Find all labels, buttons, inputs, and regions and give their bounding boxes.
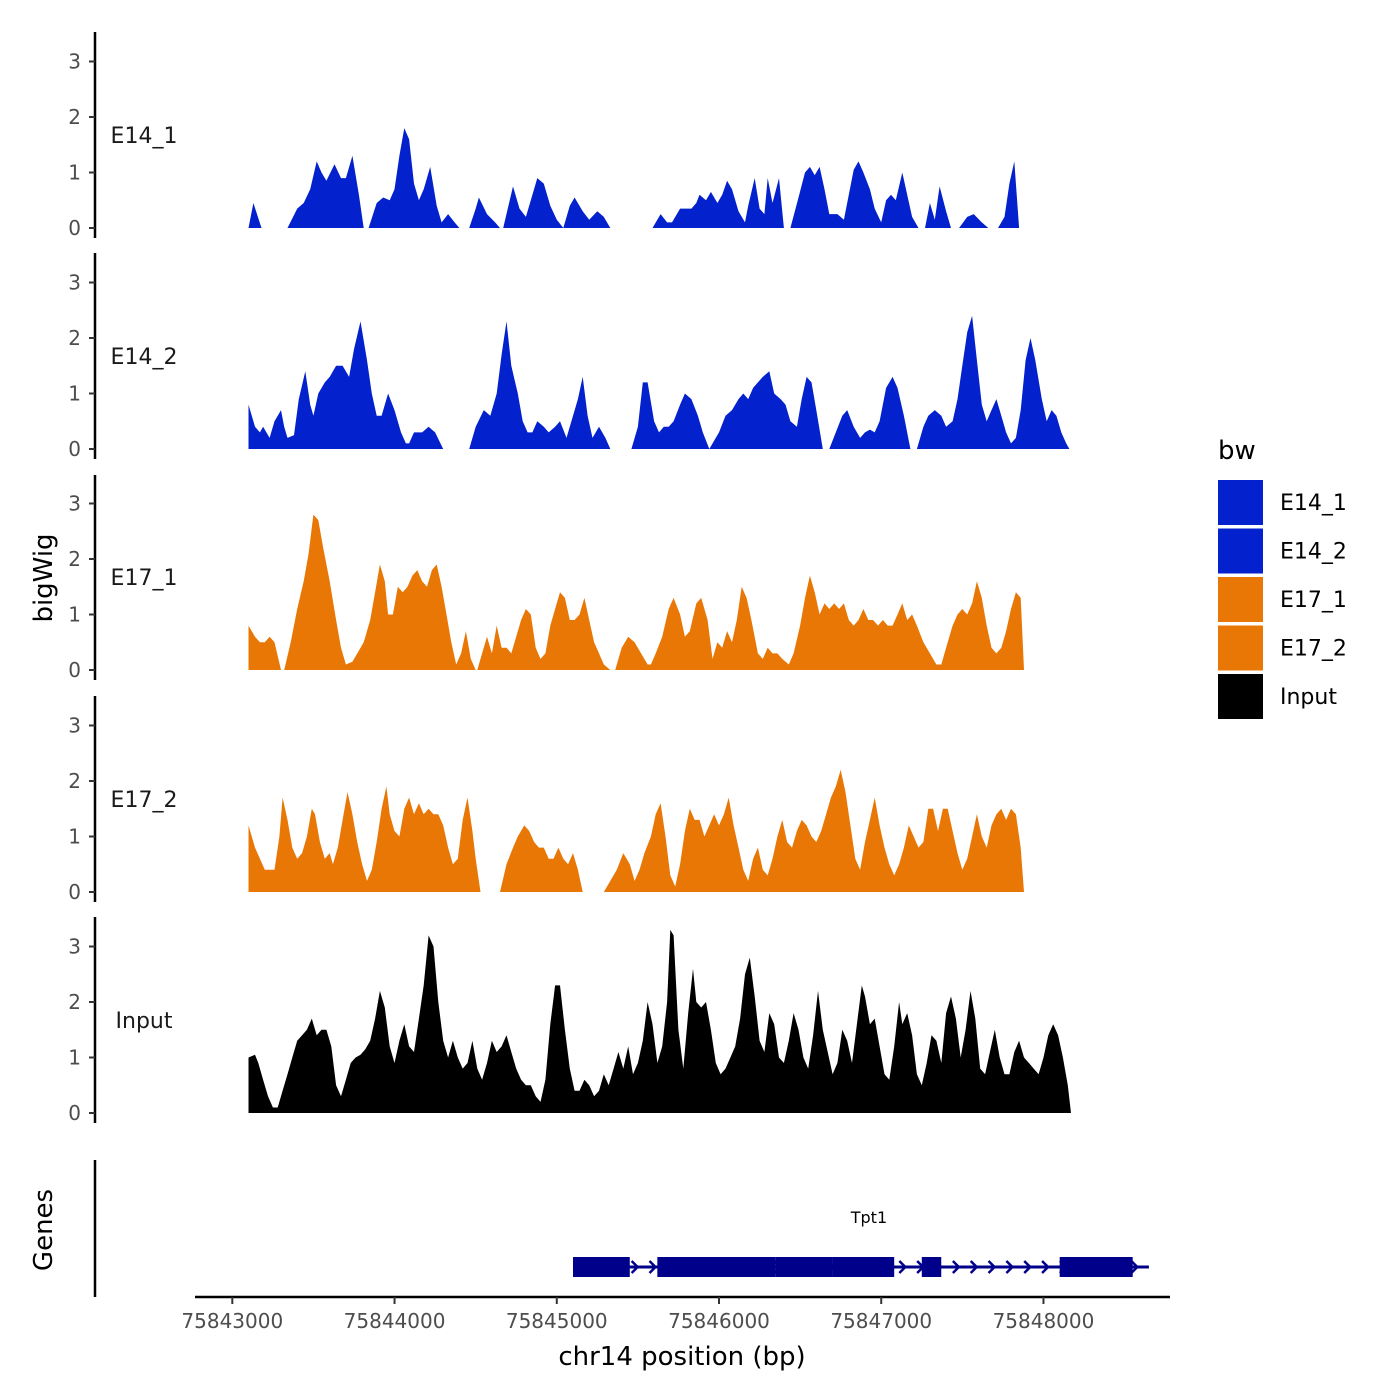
coverage-area [925, 186, 951, 228]
legend-label: E14_1 [1280, 491, 1347, 516]
strand-arrow [1023, 1260, 1033, 1274]
gene-exon [832, 1257, 895, 1277]
gene-exon [775, 1257, 833, 1277]
strand-arrow [898, 1260, 908, 1274]
legend-label: Input [1280, 685, 1337, 710]
track-label: E17_2 [111, 788, 178, 813]
coverage-area [477, 592, 611, 670]
coverage-area [503, 178, 611, 228]
y-tick-label: 1 [68, 603, 81, 627]
coverage-area [603, 769, 1024, 892]
y-tick-label: 2 [68, 326, 81, 350]
y-axis-title: bigWig [29, 533, 59, 622]
y-tick-label: 1 [68, 1046, 81, 1070]
coverage-area [287, 155, 364, 228]
strand-arrow [1005, 1260, 1015, 1274]
y-tick-label: 2 [68, 105, 81, 129]
legend-key [1218, 480, 1263, 525]
track-label: E14_2 [111, 345, 178, 370]
strand-arrow [951, 1260, 961, 1274]
gene-exon [921, 1257, 942, 1277]
coverage-area [368, 128, 460, 228]
strand-arrow [1041, 1260, 1050, 1274]
x-tick-label: 75845000 [506, 1309, 608, 1333]
coverage-area [615, 575, 1024, 670]
coverage-area [248, 203, 262, 228]
coverage-area [916, 315, 1070, 449]
legend-title: bw [1218, 436, 1256, 466]
coverage-area [248, 321, 444, 449]
coverage-area [469, 197, 500, 228]
y-tick-label: 2 [68, 769, 81, 793]
strand-arrow [648, 1260, 658, 1274]
coverage-area [284, 514, 476, 670]
track-e17-2: 0 1 2 3 E17_2 [68, 696, 1024, 904]
gene-exon [657, 1257, 720, 1277]
coverage-area [790, 161, 919, 228]
y-tick-label: 0 [68, 437, 81, 461]
coverage-area [248, 786, 481, 892]
track-label: E14_1 [111, 124, 178, 149]
gene-exon [572, 1257, 630, 1277]
coverage-area [998, 161, 1020, 228]
y-tick-label: 0 [68, 216, 81, 240]
legend-key [1218, 577, 1263, 622]
track-e14-2: 0 1 2 3 E14_2 [68, 253, 1070, 461]
legend-label: E17_2 [1280, 637, 1347, 662]
coverage-area [652, 178, 784, 228]
strand-arrow [987, 1260, 997, 1274]
gene-exon [719, 1257, 776, 1277]
legend-label: E14_2 [1280, 540, 1347, 565]
coverage-area [469, 321, 611, 449]
coverage-area [959, 214, 989, 228]
track-label: E17_1 [111, 566, 178, 591]
legend-label: E17_1 [1280, 588, 1347, 613]
legend: bw E14_1 E14_2 E17_1 E17_2 Input [1218, 436, 1347, 719]
y-tick-label: 1 [68, 825, 81, 849]
y-tick-label: 3 [68, 935, 81, 959]
track-e14-1: 0 1 2 3 E14_1 [68, 32, 1020, 240]
strand-arrow [969, 1260, 979, 1274]
x-tick-label: 75848000 [993, 1309, 1095, 1333]
y-tick-label: 3 [68, 271, 81, 295]
genes-axis-title: Genes [29, 1189, 59, 1271]
y-tick-label: 1 [68, 382, 81, 406]
coverage-area [500, 825, 583, 892]
y-tick-label: 0 [68, 880, 81, 904]
x-tick-label: 75843000 [181, 1309, 283, 1333]
legend-key [1218, 528, 1263, 574]
strand-arrow [1130, 1260, 1140, 1274]
track-input: 0 1 2 3 Input [68, 917, 1071, 1125]
track-label: Input [116, 1009, 173, 1034]
gene-exon [1059, 1257, 1133, 1277]
coverage-area [631, 371, 823, 449]
strand-arrow [630, 1260, 640, 1274]
coverage-area [829, 376, 911, 449]
legend-key [1218, 674, 1263, 719]
y-tick-label: 3 [68, 50, 81, 74]
x-tick-label: 75847000 [830, 1309, 932, 1333]
y-tick-label: 0 [68, 658, 81, 682]
y-tick-label: 0 [68, 1101, 81, 1125]
coverage-area [248, 625, 281, 670]
gene-label: Tpt1 [850, 1208, 887, 1227]
y-tick-label: 2 [68, 547, 81, 571]
gene-track: Tpt1 [93, 1160, 1149, 1297]
y-tick-label: 1 [68, 161, 81, 185]
x-axis-title: chr14 position (bp) [558, 1342, 805, 1372]
y-tick-label: 2 [68, 990, 81, 1014]
coverage-area [248, 929, 1071, 1113]
x-tick-label: 75844000 [344, 1309, 446, 1333]
track-e17-1: 0 1 2 3 E17_1 [68, 475, 1024, 682]
gene-tpt1: Tpt1 [572, 1208, 1149, 1277]
y-tick-label: 3 [68, 492, 81, 516]
legend-key [1218, 625, 1263, 671]
x-axis: chr14 position (bp) 75843000 75844000 7584… [181, 1295, 1170, 1372]
x-tick-label: 75846000 [668, 1309, 770, 1333]
y-tick-label: 3 [68, 714, 81, 738]
coverage-tracks: 0 1 2 3 E14_1 0 1 2 3 E14_2 0 1 2 3 E17_1 0 1 2 3 E17_2 0 1 2 3… [68, 32, 1071, 1125]
